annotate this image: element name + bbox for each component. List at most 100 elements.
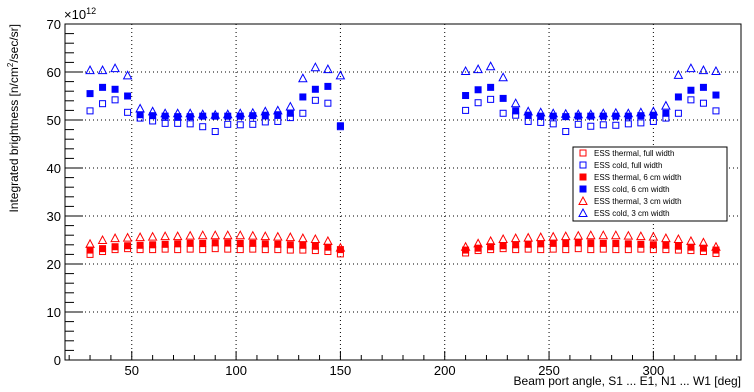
data-point bbox=[460, 65, 471, 76]
data-point bbox=[598, 230, 609, 240]
data-point bbox=[462, 106, 470, 114]
y-tick-label: 0 bbox=[54, 353, 61, 368]
series-1 bbox=[86, 95, 720, 136]
data-point bbox=[311, 96, 319, 104]
data-point bbox=[124, 108, 132, 116]
data-point bbox=[662, 109, 670, 117]
data-point bbox=[535, 232, 546, 242]
data-point bbox=[324, 243, 332, 251]
data-point bbox=[562, 128, 570, 136]
data-point bbox=[199, 123, 207, 131]
x-tick-label: 200 bbox=[434, 363, 456, 378]
data-point bbox=[335, 242, 346, 252]
data-point bbox=[247, 107, 258, 117]
data-point bbox=[699, 244, 707, 252]
data-point bbox=[186, 239, 194, 247]
data-point bbox=[512, 241, 520, 249]
data-point bbox=[562, 246, 570, 254]
data-point bbox=[211, 239, 219, 247]
data-point bbox=[487, 83, 495, 91]
data-point bbox=[673, 233, 684, 244]
tick-labels: 50 100 150 200 250 300 0 10 20 30 40 50 60 70 bbox=[47, 17, 665, 378]
data-point bbox=[111, 85, 119, 93]
data-point bbox=[285, 101, 296, 111]
legend-marker bbox=[579, 173, 587, 181]
data-point bbox=[661, 100, 671, 110]
data-point bbox=[210, 230, 221, 240]
data-point bbox=[311, 85, 319, 93]
data-point bbox=[699, 83, 707, 91]
data-point bbox=[222, 109, 233, 119]
data-point bbox=[249, 239, 257, 247]
data-point bbox=[524, 240, 532, 248]
legend-entry-label: ESS cold, full width bbox=[594, 161, 662, 170]
data-point bbox=[85, 65, 95, 75]
series-2 bbox=[86, 239, 720, 254]
data-point bbox=[499, 242, 507, 250]
data-point bbox=[97, 65, 108, 75]
data-point bbox=[599, 121, 607, 129]
data-point bbox=[610, 230, 621, 240]
series-4 bbox=[85, 230, 721, 252]
data-point bbox=[698, 237, 709, 247]
data-point bbox=[474, 99, 482, 107]
x-tick-label: 50 bbox=[125, 363, 139, 378]
data-point bbox=[310, 62, 321, 72]
data-point bbox=[573, 230, 584, 240]
y-tick-label: 60 bbox=[47, 65, 61, 80]
data-point bbox=[498, 72, 508, 82]
data-point bbox=[149, 241, 157, 249]
data-point bbox=[272, 105, 283, 115]
legend-marker bbox=[578, 195, 588, 205]
data-point bbox=[574, 239, 582, 247]
data-point bbox=[99, 245, 107, 253]
data-point bbox=[174, 240, 182, 248]
data-point bbox=[86, 90, 94, 98]
data-point bbox=[662, 241, 670, 249]
data-point bbox=[537, 118, 545, 126]
data-point bbox=[612, 239, 620, 247]
data-point bbox=[236, 246, 244, 254]
data-point bbox=[135, 103, 145, 113]
y-tick-label: 50 bbox=[47, 113, 61, 128]
data-point bbox=[610, 107, 621, 117]
data-point bbox=[197, 109, 208, 119]
data-point bbox=[687, 243, 695, 251]
data-point bbox=[186, 245, 194, 253]
data-point bbox=[548, 231, 559, 241]
data-point bbox=[473, 238, 483, 248]
data-point bbox=[574, 120, 582, 128]
data-point bbox=[548, 108, 559, 118]
data-point bbox=[298, 233, 308, 243]
data-point bbox=[711, 65, 721, 76]
data-point bbox=[136, 111, 144, 119]
data-point bbox=[687, 86, 695, 94]
y-tick-label: 20 bbox=[47, 257, 61, 272]
y-multiplier-exponent: 12 bbox=[86, 6, 96, 16]
data-point bbox=[110, 63, 120, 73]
data-point bbox=[585, 109, 596, 119]
data-point bbox=[474, 244, 482, 252]
y-axis-title-sup: 2 bbox=[6, 62, 15, 67]
data-point bbox=[186, 120, 194, 128]
data-point bbox=[86, 107, 94, 115]
data-point bbox=[698, 65, 709, 75]
legend-marker bbox=[579, 161, 587, 169]
data-point bbox=[172, 108, 183, 118]
data-point bbox=[674, 109, 682, 117]
data-point bbox=[160, 231, 170, 241]
legend-entry-label: ESS thermal, full width bbox=[594, 149, 674, 158]
data-point bbox=[261, 118, 269, 126]
data-point bbox=[485, 235, 496, 245]
data-point bbox=[111, 96, 119, 104]
data-point bbox=[174, 119, 182, 127]
data-point bbox=[598, 108, 609, 118]
data-point bbox=[335, 70, 346, 80]
data-point bbox=[124, 92, 132, 100]
data-point bbox=[161, 119, 169, 127]
data-point bbox=[612, 246, 620, 254]
legend-entry-label: ESS thermal, 6 cm width bbox=[594, 173, 682, 182]
data-point bbox=[161, 240, 169, 248]
data-point bbox=[648, 106, 659, 116]
data-point bbox=[199, 246, 207, 254]
